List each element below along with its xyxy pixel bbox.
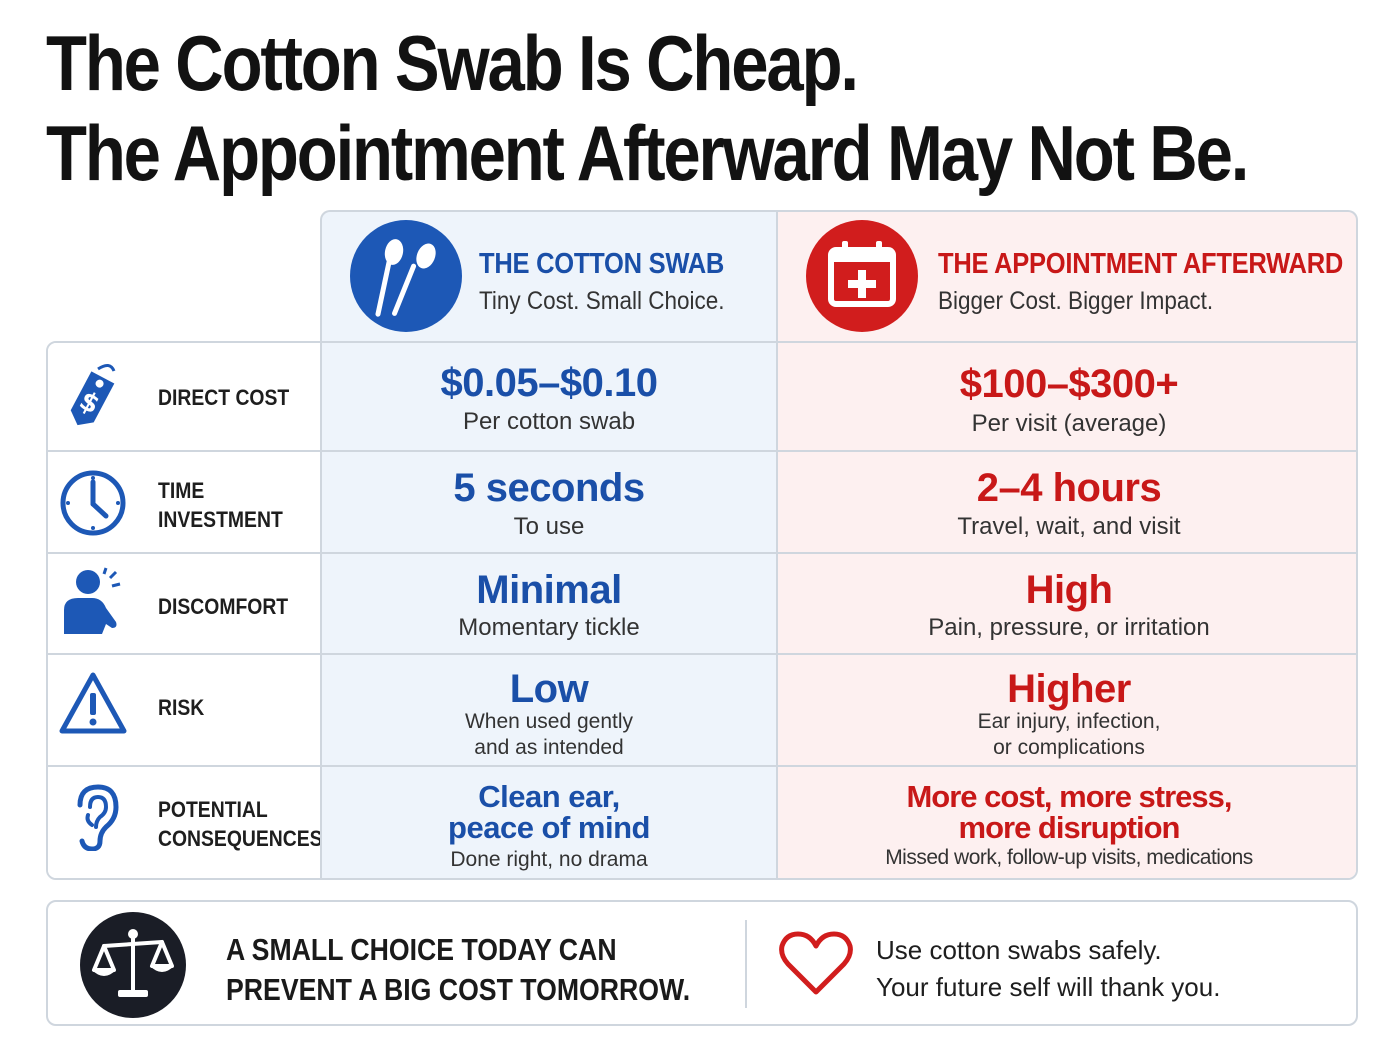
row-label-discomfort: DISCOMFORT — [158, 594, 289, 619]
appointment-time-note: Travel, wait, and visit — [957, 513, 1181, 540]
price-tag-icon: $ — [70, 364, 116, 426]
swab-consequence-value-line-2: peace of mind — [448, 810, 650, 845]
appointment-time-value: 2–4 hours — [976, 466, 1162, 510]
title-line-2: The Appointment Afterward May Not Be. — [46, 109, 1249, 197]
warning-icon — [59, 672, 127, 734]
cotton-swab-header: THE COTTON SWAB Tiny Cost. Small Choice. — [320, 210, 777, 343]
balance-scale-icon — [80, 912, 186, 1018]
swab-time-note: To use — [513, 513, 585, 540]
swab-consequence-note: Done right, no drama — [450, 848, 648, 871]
row-label-direct-cost: DIRECT COST — [158, 385, 290, 410]
row-label-risk: RISK — [158, 695, 205, 720]
swab-risk-note-line-2: and as intended — [474, 736, 624, 759]
swab-consequence-value-line-1: Clean ear, — [478, 779, 620, 814]
swab-time-value: 5 seconds — [453, 466, 645, 510]
comparison-table: $ DIRECT COST $0.05–$0.10 Per cotton swa… — [46, 341, 1358, 880]
appointment-title: THE APPOINTMENT AFTERWARD — [938, 248, 1344, 280]
appointment-risk-note-line-1: Ear injury, infection, — [977, 710, 1161, 733]
appointment-discomfort-value: High — [1025, 568, 1113, 612]
table-row-time-investment: TIME INVESTMENT 5 seconds To use 2–4 hou… — [48, 450, 1356, 554]
table-row-potential-consequences: POTENTIAL CONSEQUENCES Clean ear, peace … — [48, 765, 1356, 878]
footer-banner: A SMALL CHOICE TODAY CAN PREVENT A BIG C… — [46, 900, 1358, 1026]
appointment-subtitle: Bigger Cost. Bigger Impact. — [938, 287, 1214, 315]
heart-icon — [779, 931, 853, 995]
cotton-swab-icon — [350, 220, 462, 332]
footer-divider — [745, 920, 747, 1008]
swab-discomfort-value: Minimal — [476, 568, 622, 612]
swab-direct-cost-note: Per cotton swab — [462, 408, 636, 435]
swab-risk-note-line-1: When used gently — [464, 710, 634, 733]
table-row-risk: RISK Low When used gently and as intende… — [48, 653, 1356, 767]
appointment-risk-value: Higher — [1007, 667, 1131, 711]
swab-discomfort-note: Momentary tickle — [458, 614, 640, 641]
appointment-direct-cost-value: $100–$300+ — [959, 362, 1179, 406]
row-label-time-investment: TIME INVESTMENT — [158, 478, 283, 532]
table-row-direct-cost: $ DIRECT COST $0.05–$0.10 Per cotton swa… — [48, 343, 1356, 452]
clock-icon — [60, 470, 126, 536]
appointment-consequence-value-line-1: More cost, more stress, — [906, 779, 1232, 814]
swab-risk-value: Low — [509, 667, 589, 711]
table-row-discomfort: DISCOMFORT Minimal Momentary tickle High… — [48, 552, 1356, 655]
appointment-consequence-note: Missed work, follow-up visits, medicatio… — [885, 846, 1253, 869]
appointment-consequence-value-line-2: more disruption — [958, 810, 1181, 845]
person-ear-icon — [64, 567, 121, 634]
cotton-swab-subtitle: Tiny Cost. Small Choice. — [479, 287, 725, 315]
footer-message: A SMALL CHOICE TODAY CAN PREVENT A BIG C… — [226, 932, 691, 1007]
footer-tip: Use cotton swabs safely. Your future sel… — [876, 935, 1221, 1002]
swab-direct-cost-value: $0.05–$0.10 — [440, 361, 658, 405]
appointment-direct-cost-note: Per visit (average) — [971, 410, 1167, 437]
row-label-potential-consequences: POTENTIAL CONSEQUENCES — [158, 797, 323, 851]
ear-icon — [77, 784, 119, 851]
title-line-1: The Cotton Swab Is Cheap. — [46, 19, 859, 107]
page-title: The Cotton Swab Is Cheap. The Appointmen… — [46, 18, 1366, 198]
appointment-risk-note-line-2: or complications — [993, 736, 1145, 759]
appointment-discomfort-note: Pain, pressure, or irritation — [928, 614, 1210, 641]
medical-calendar-icon — [806, 220, 918, 332]
appointment-header: THE APPOINTMENT AFTERWARD Bigger Cost. B… — [776, 210, 1358, 343]
cotton-swab-title: THE COTTON SWAB — [479, 248, 725, 280]
